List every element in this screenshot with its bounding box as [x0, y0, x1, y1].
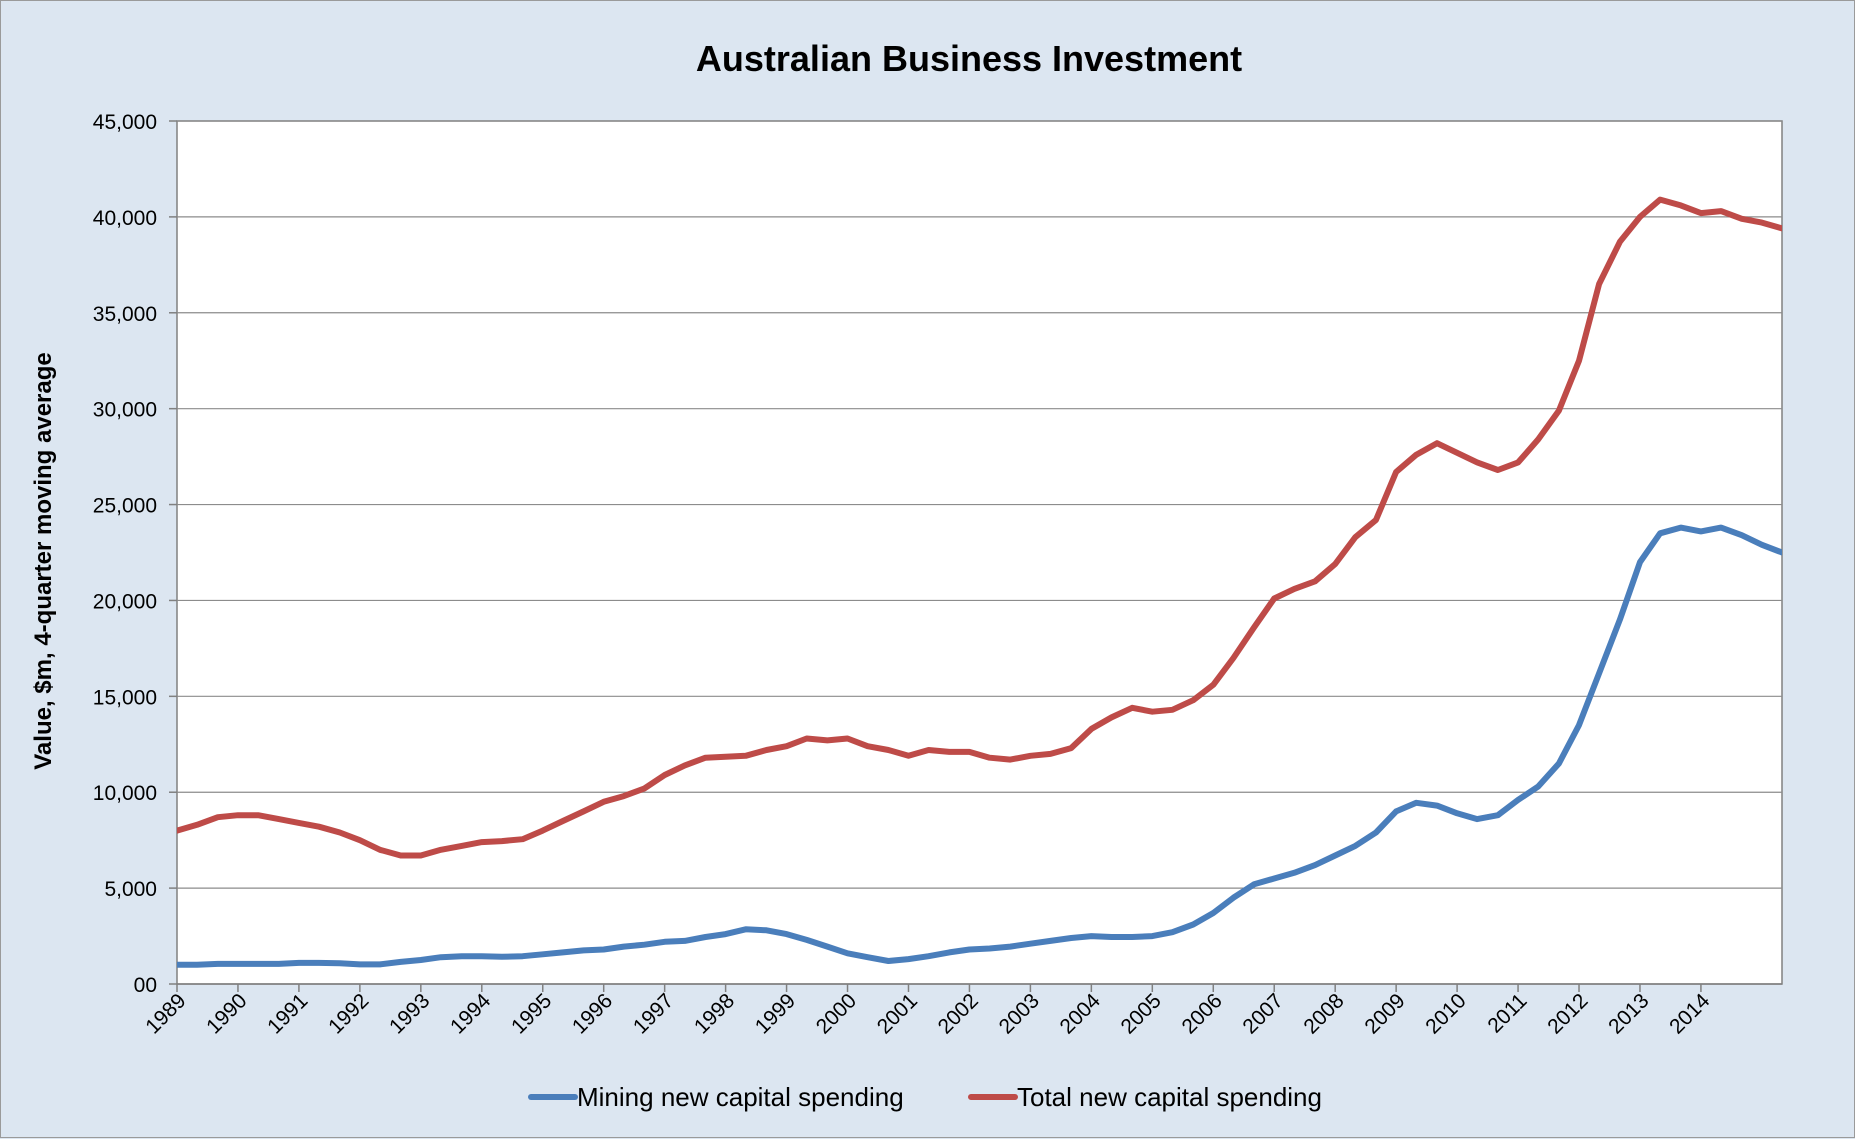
x-tick-label: 1993: [385, 989, 434, 1038]
x-tick-label: 2005: [1117, 989, 1166, 1038]
y-tick-label: 10,000: [93, 782, 157, 805]
series-line-mining: [177, 524, 1782, 968]
legend: Mining new capital spending Total new ca…: [528, 1082, 1322, 1112]
x-tick-label: 2008: [1299, 989, 1348, 1038]
gridlines: [177, 120, 1782, 889]
x-tick-label: 1992: [324, 989, 373, 1038]
x-tick-label: 2014: [1665, 989, 1715, 1039]
y-tick-label: 15,000: [93, 686, 157, 709]
series-line-total: [177, 196, 1782, 859]
x-tick-label: 2011: [1483, 989, 1531, 1037]
y-tick-label: 45,000: [93, 111, 157, 134]
y-tick-label: 35,000: [93, 303, 157, 326]
x-tick-label: 2001: [873, 989, 922, 1038]
x-tick-label: 1990: [202, 989, 251, 1038]
legend-label-mining: Mining new capital spending: [577, 1082, 904, 1112]
x-tick-label: 1996: [568, 989, 617, 1038]
x-tick-label: 2009: [1360, 989, 1409, 1038]
y-tick-label: 40,000: [93, 207, 157, 230]
y-tick-label: 5,000: [104, 878, 157, 901]
x-tick-label: 2012: [1543, 989, 1592, 1038]
legend-label-total: Total new capital spending: [1017, 1082, 1322, 1112]
x-tick-label: 1999: [751, 989, 800, 1038]
plot-area: [176, 120, 1783, 985]
x-tick-label: 1997: [629, 989, 678, 1038]
x-tick-label: 1998: [690, 989, 739, 1038]
x-tick-label: 2007: [1238, 989, 1287, 1038]
y-axis-label: Value, $m, 4-quarter moving average: [30, 352, 57, 770]
x-tick-label: 1994: [446, 989, 496, 1039]
x-tick-label: 1995: [507, 989, 556, 1038]
x-tick-label: 2004: [1056, 989, 1106, 1039]
y-tick-label: 00: [134, 974, 157, 997]
chart-title: Australian Business Investment: [696, 38, 1242, 79]
x-tick-label: 1991: [263, 989, 312, 1038]
series-layer: [177, 196, 1782, 968]
y-tick-label: 20,000: [93, 590, 157, 613]
x-tick-label: 2013: [1604, 989, 1653, 1038]
axes: [169, 120, 1782, 992]
x-tick-label: 2006: [1178, 989, 1227, 1038]
x-tick-label: 2003: [995, 989, 1044, 1038]
y-tick-label: 30,000: [93, 399, 157, 422]
x-tick-label: 2002: [934, 989, 983, 1038]
x-tick-label: 2010: [1421, 989, 1470, 1038]
y-tick-label: 25,000: [93, 495, 157, 518]
x-tick-label: 2000: [812, 989, 861, 1038]
